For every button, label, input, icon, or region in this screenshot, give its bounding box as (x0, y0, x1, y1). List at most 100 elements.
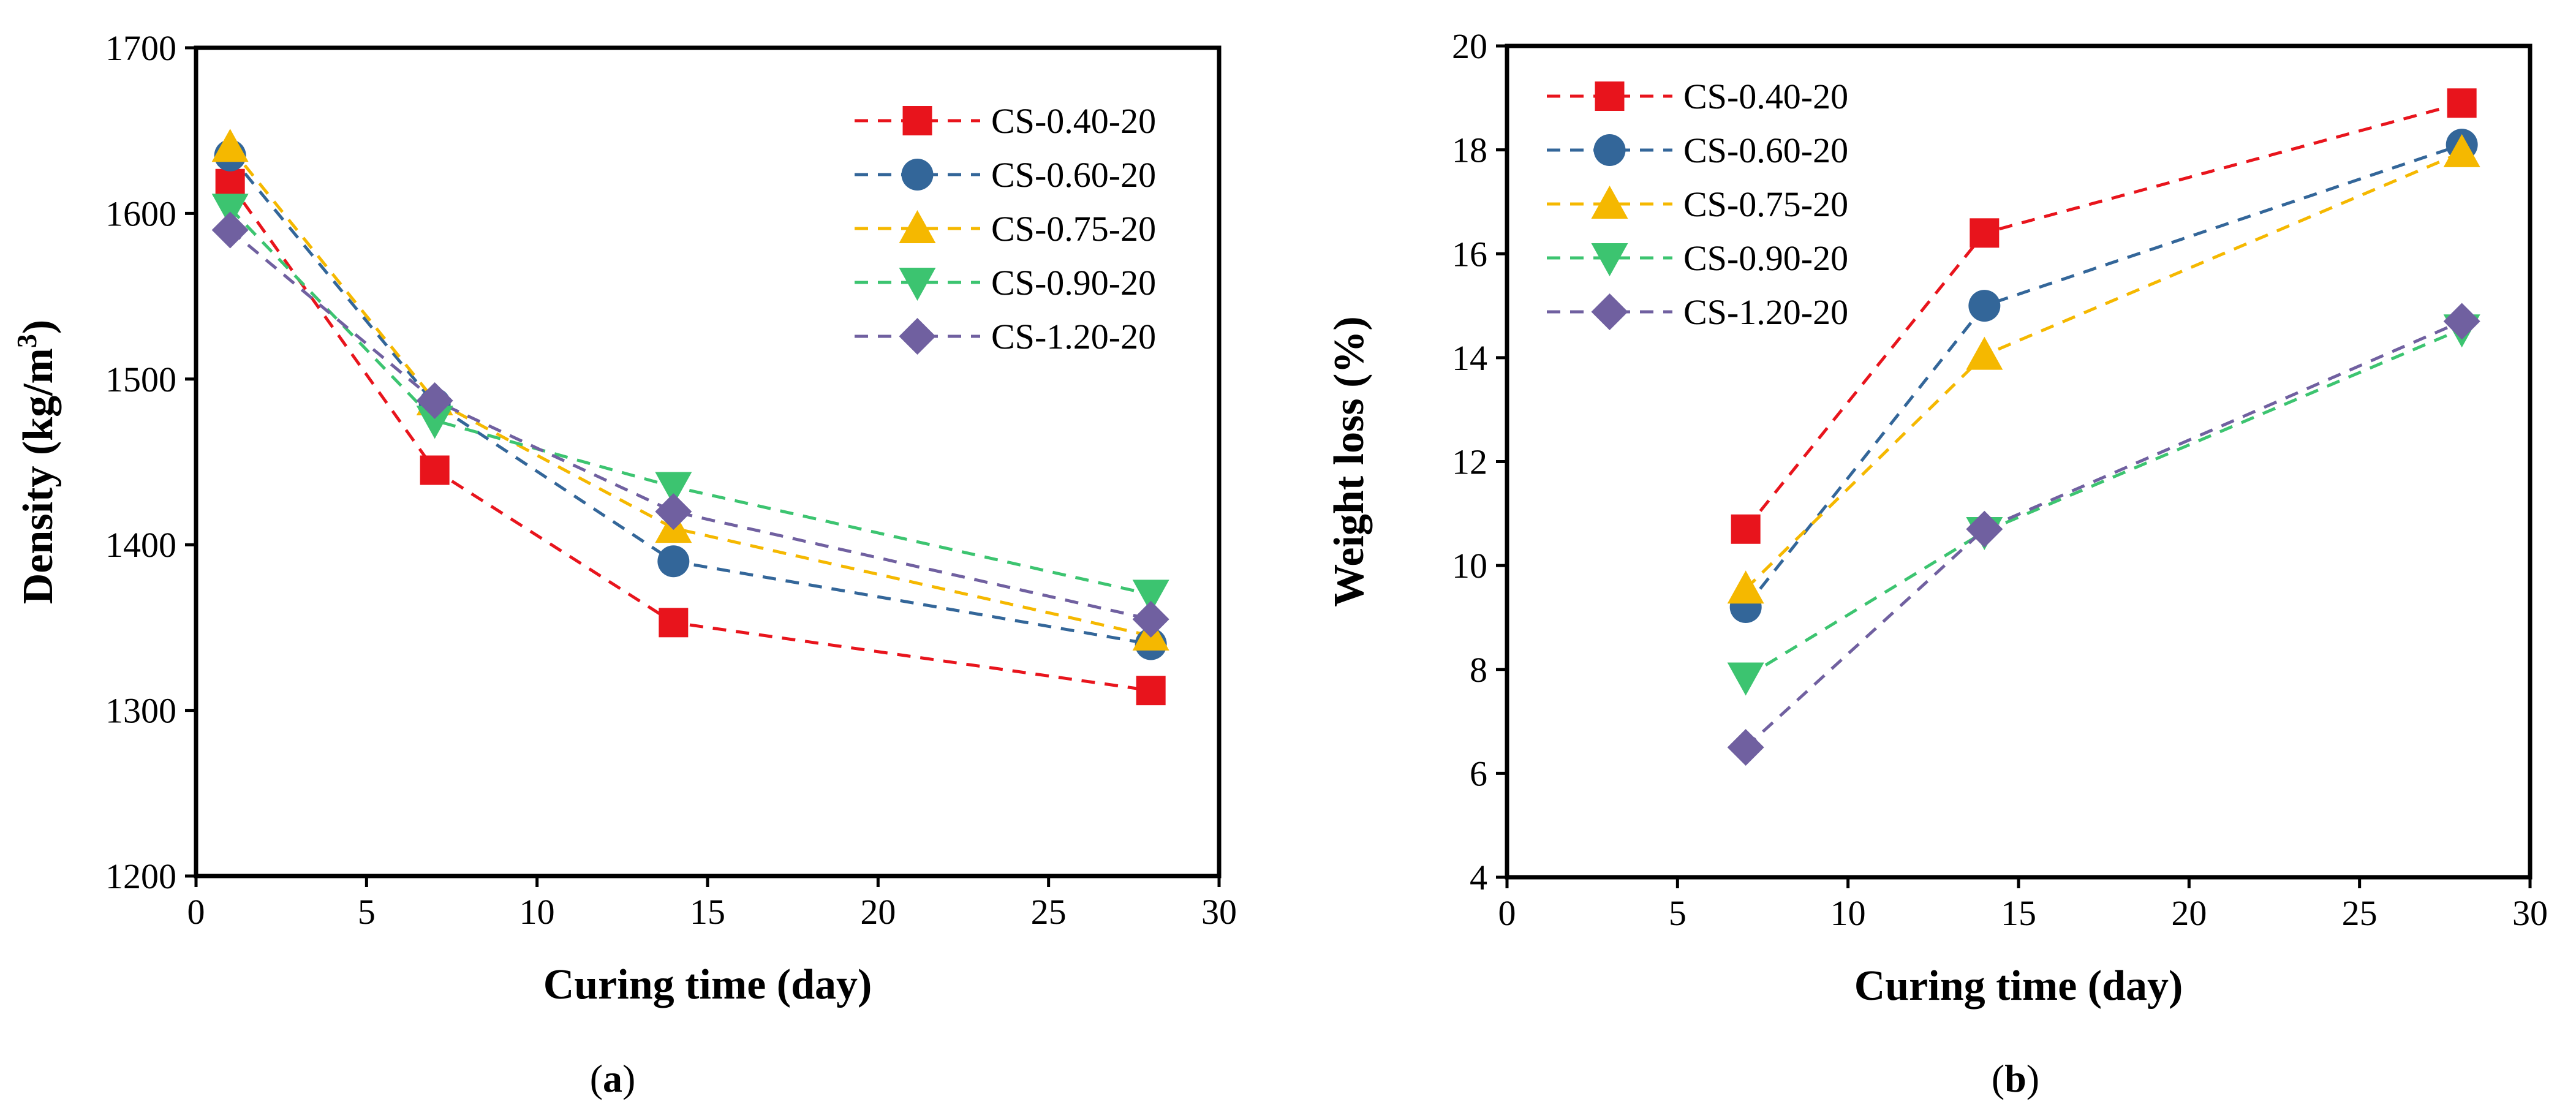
y-axis-title: Density (kg/m3) (11, 320, 62, 604)
panel-label-letter: a (603, 1057, 622, 1100)
series-line-CS-0.75-20 (1744, 151, 2463, 591)
legend-marker (1595, 81, 1625, 111)
data-point-CS-1.20-20 (1727, 728, 1764, 766)
y-tick-label: 8 (1470, 650, 1487, 690)
y-tick-label: 1300 (105, 691, 176, 731)
data-point-CS-0.75-20 (1966, 336, 2003, 370)
x-tick-label: 15 (2001, 893, 2036, 933)
data-point-CS-0.75-20 (211, 129, 249, 162)
y-axis-title-main: Density (kg/m (15, 348, 62, 604)
x-tick-label: 10 (519, 892, 555, 932)
data-point-CS-0.40-20 (420, 455, 450, 485)
panel-label-open: ( (590, 1057, 603, 1100)
legend-marker (1591, 293, 1628, 330)
data-point-CS-0.40-20 (659, 608, 689, 638)
legend-marker (899, 318, 936, 355)
y-tick-label: 1600 (105, 194, 176, 233)
legend-label: CS-0.40-20 (1683, 77, 1848, 116)
data-point-CS-1.20-20 (655, 493, 692, 531)
y-tick-label: 14 (1452, 338, 1487, 378)
data-point-CS-1.20-20 (1132, 600, 1169, 638)
data-point-CS-0.90-20 (1727, 662, 1764, 696)
x-axis-title: Curing time (day) (1854, 962, 2183, 1010)
x-tick-label: 30 (2512, 893, 2548, 933)
x-tick-label: 25 (1031, 892, 1067, 932)
legend-marker (902, 106, 932, 135)
data-point-CS-0.60-20 (657, 545, 690, 578)
series-line-CS-0.75-20 (229, 146, 1152, 638)
x-axis-title: Curing time (day) (543, 961, 872, 1008)
x-tick-label: 5 (1669, 893, 1686, 933)
legend-label: CS-1.20-20 (991, 317, 1156, 357)
plot-frame (1505, 43, 2533, 880)
y-tick-label: 1400 (105, 525, 176, 565)
data-point-CS-0.75-20 (1727, 570, 1764, 604)
y-tick-label: 10 (1452, 546, 1487, 586)
data-point-CS-1.20-20 (416, 382, 453, 419)
legend-label: CS-0.75-20 (1683, 184, 1848, 224)
y-axis-title-main: Weight loss (%) (1326, 316, 1373, 606)
series-line-CS-0.90-20 (1745, 327, 2463, 679)
legend: CS-0.40-20 CS-0.60-20 CS-0.75-20 CS-0.90-20… (855, 101, 1156, 357)
series-line-CS-0.40-20 (229, 183, 1152, 692)
y-tick-label: 1500 (105, 360, 176, 399)
data-point-CS-1.20-20 (211, 211, 249, 249)
chart-panel-a: 0 5 10 15 20 25 30 1200 1300 1400 1500 1600 1700 Curi… (11, 28, 1237, 1100)
panel-label: (b) (1992, 1057, 2039, 1100)
series-line-CS-0.60-20 (229, 154, 1152, 646)
data-point-CS-1.20-20 (1966, 510, 2003, 548)
data-point-CS-0.90-20 (655, 472, 692, 505)
legend-label: CS-0.60-20 (1683, 130, 1848, 170)
panel-label-open: ( (1992, 1057, 2004, 1100)
x-tick-label: 5 (358, 892, 376, 932)
legend-label: CS-0.75-20 (991, 209, 1156, 249)
panel-label-close: ) (622, 1057, 635, 1100)
data-point-CS-0.40-20 (2447, 88, 2477, 118)
data-point-CS-1.20-20 (2443, 303, 2480, 340)
x-tick-label: 20 (860, 892, 896, 932)
data-point-CS-0.40-20 (215, 168, 245, 198)
legend-marker (899, 268, 936, 301)
y-tick-label: 12 (1452, 442, 1487, 482)
x-tick-label: 15 (690, 892, 725, 932)
legend-marker (901, 159, 934, 191)
data-point-CS-0.40-20 (1136, 676, 1166, 706)
panel-label-letter: b (2004, 1057, 2026, 1100)
legend-marker (1593, 134, 1626, 166)
chart-panel-b: 0 5 10 15 20 25 30 4 6 8 10 12 14 16 18 20 Curing time (… (1326, 26, 2548, 1100)
legend-label: CS-0.90-20 (1683, 238, 1848, 278)
x-tick-label: 10 (1830, 893, 1866, 933)
x-tick-label: 25 (2342, 893, 2378, 933)
series-line-CS-0.90-20 (229, 207, 1152, 596)
data-point-CS-0.40-20 (1731, 514, 1761, 544)
data-point-CS-0.90-20 (416, 406, 453, 439)
y-tick-label: 6 (1470, 754, 1487, 793)
data-point-CS-0.90-20 (1132, 580, 1169, 613)
x-tick-label: 0 (1498, 893, 1516, 933)
y-tick-label: 16 (1452, 234, 1487, 274)
data-point-CS-0.60-20 (1968, 290, 2001, 322)
y-tick-label: 18 (1452, 130, 1487, 170)
series-line-CS-1.20-20 (229, 229, 1152, 621)
legend-marker (899, 210, 936, 243)
panel-label: (a) (590, 1057, 636, 1100)
data-point-CS-0.75-20 (2443, 134, 2480, 167)
legend-label: CS-1.20-20 (1683, 292, 1848, 332)
y-tick-label: 20 (1452, 26, 1487, 66)
legend-marker (1591, 186, 1628, 219)
x-tick-label: 20 (2171, 893, 2207, 933)
y-axis-title: Weight loss (%) (1326, 316, 1373, 606)
legend-label: CS-0.40-20 (991, 101, 1156, 141)
legend-label: CS-0.60-20 (991, 155, 1156, 195)
legend-marker (1591, 243, 1628, 276)
series-line-CS-1.20-20 (1744, 320, 2463, 749)
data-point-CS-0.90-20 (211, 194, 249, 227)
series-line-CS-0.40-20 (1744, 101, 2463, 531)
y-axis-title-tail: ) (15, 320, 62, 334)
legend: CS-0.40-20 CS-0.60-20 CS-0.75-20 CS-0.90-20… (1547, 77, 1848, 332)
x-tick-label: 0 (187, 892, 205, 932)
data-point-CS-0.40-20 (1970, 218, 2000, 248)
y-tick-label: 1200 (105, 856, 176, 896)
y-tick-label: 1700 (105, 28, 176, 68)
